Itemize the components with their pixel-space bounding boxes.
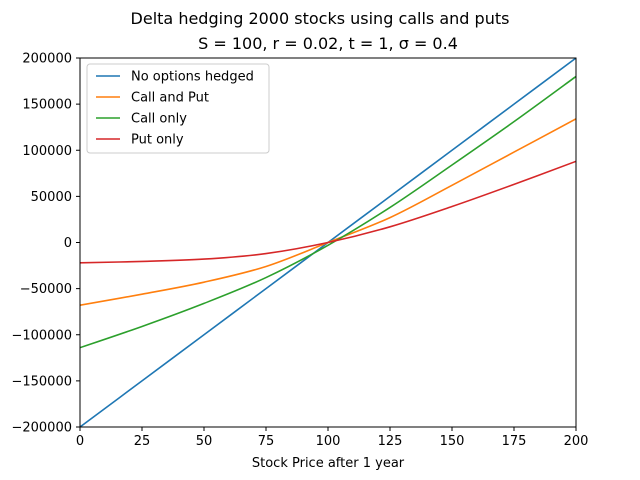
y-tick-label: 50000 — [31, 190, 72, 205]
legend: No options hedged Call and Put Call only Pu… — [86, 63, 270, 154]
legend-label: Call only — [131, 112, 187, 127]
chart-subtitle: S = 100, r = 0.02, t = 1, σ = 0.4 — [198, 34, 458, 53]
axes-layer: 0 25 50 75 100 125 150 175 200 −200000 −150000 −100… — [11, 52, 588, 450]
series-layer — [80, 58, 576, 427]
legend-label: No options hedged — [131, 70, 254, 85]
y-tick-label: −100000 — [11, 328, 72, 343]
series-line-put-only — [80, 160, 576, 264]
y-tick-label: 100000 — [22, 144, 72, 159]
x-axis-label: Stock Price after 1 year — [252, 456, 405, 471]
chart-title: Delta hedging 2000 stocks using calls an… — [131, 9, 510, 28]
x-tick-label: 25 — [134, 434, 151, 449]
legend-label: Call and Put — [131, 91, 209, 106]
x-tick-label: 125 — [378, 434, 403, 449]
y-tick-label: −50000 — [20, 282, 72, 297]
x-tick-label: 100 — [316, 434, 341, 449]
y-tick-label: −150000 — [11, 374, 72, 389]
x-tick-label: 200 — [564, 434, 589, 449]
x-tick-label: 75 — [258, 434, 275, 449]
y-tick-label: 200000 — [22, 52, 72, 67]
x-tick-label: 175 — [502, 434, 527, 449]
x-tick-label: 0 — [76, 434, 84, 449]
x-tick-label: 50 — [196, 434, 213, 449]
legend-label: Put only — [131, 133, 184, 148]
y-tick-label: −200000 — [11, 421, 72, 436]
x-tick-label: 150 — [440, 434, 465, 449]
legend-box — [86, 63, 270, 154]
series-line-call-only — [80, 75, 576, 349]
y-tick-label: 0 — [64, 236, 72, 251]
y-tick-label: 150000 — [22, 98, 72, 113]
